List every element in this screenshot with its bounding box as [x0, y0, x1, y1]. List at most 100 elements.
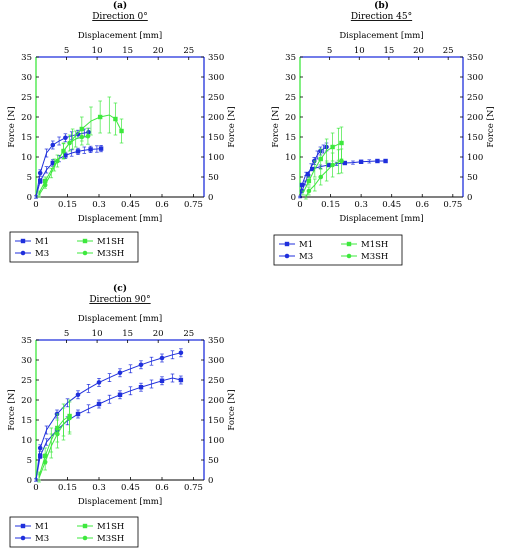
legend-marker — [20, 523, 26, 529]
y-tick-label: 10 — [21, 436, 32, 446]
data-point — [85, 133, 91, 139]
data-point — [306, 178, 312, 184]
data-point — [75, 149, 81, 154]
legend-label: M3 — [35, 249, 49, 259]
data-point — [97, 114, 103, 120]
data-point — [299, 182, 305, 188]
series-line — [35, 131, 89, 198]
top-axis-label: Displacement [mm] — [78, 314, 162, 324]
y-tick-label: 15 — [285, 133, 296, 143]
y2-tick-label: 300 — [467, 73, 483, 83]
data-point — [50, 142, 56, 148]
y2-tick-label: 100 — [208, 153, 224, 163]
series-M3 — [34, 348, 184, 482]
x-tick-label: 0 — [33, 200, 38, 210]
x-tick-label: 0.75 — [184, 483, 203, 493]
data-point — [42, 178, 48, 184]
y-tick-label: 20 — [21, 113, 32, 123]
x-tick-label: 0 — [297, 200, 302, 210]
x2-tick-label: 20 — [153, 46, 164, 56]
series-M1SH — [301, 126, 344, 196]
legend-marker — [82, 250, 88, 256]
legend: M1 M1SH M3 M3SH — [9, 516, 139, 548]
legend-label: M1 — [35, 237, 49, 247]
y-tick-label: 30 — [21, 356, 32, 366]
x-tick-label: 0.6 — [415, 200, 429, 210]
y-tick-label: 30 — [285, 73, 296, 83]
legend-marker — [82, 238, 88, 244]
data-point — [75, 131, 81, 137]
y-axis-label: Force [N] — [7, 106, 17, 147]
legend-marker — [346, 241, 352, 247]
data-point — [138, 362, 144, 368]
x2-tick-label: 20 — [413, 46, 424, 56]
data-point — [75, 411, 81, 417]
data-point — [326, 162, 331, 168]
y2-tick-label: 0 — [208, 476, 213, 486]
x-tick-label: 0.15 — [58, 483, 77, 493]
x-axis-label: Displacement [mm] — [78, 214, 162, 224]
data-point — [96, 380, 102, 385]
y2-tick-label: 100 — [208, 436, 224, 446]
y2-tick-label: 50 — [208, 456, 219, 466]
y-tick-label: 15 — [21, 133, 32, 143]
y2-tick-label: 50 — [467, 173, 478, 183]
legend-label: M3SH — [97, 249, 124, 259]
x-tick-label: 0.75 — [184, 200, 203, 210]
y2-tick-label: 350 — [208, 53, 224, 63]
series-line — [35, 352, 182, 481]
data-point — [375, 158, 380, 164]
x2-tick-label: 5 — [327, 46, 332, 56]
x2-tick-label: 10 — [354, 46, 365, 56]
legend-label: M3 — [35, 534, 49, 544]
x-tick-label: 0 — [33, 483, 38, 493]
y-axis-label: Force [N] — [271, 106, 281, 147]
legend-label: M1 — [35, 522, 49, 532]
panel-letter: (a) — [113, 0, 127, 11]
y-tick-label: 10 — [21, 153, 32, 163]
legend-marker — [284, 241, 290, 247]
data-point — [67, 140, 72, 146]
data-point — [38, 453, 43, 459]
series-line — [38, 417, 70, 479]
y2-tick-label: 300 — [208, 356, 224, 366]
x-tick-label: 0.3 — [92, 200, 106, 210]
x2-tick-label: 10 — [92, 46, 103, 56]
y-tick-label: 25 — [285, 93, 296, 103]
y-axis-label: Force [N] — [7, 389, 17, 430]
data-point — [37, 170, 43, 176]
data-point — [98, 146, 104, 151]
series-line — [299, 160, 386, 198]
legend-label: M3SH — [361, 252, 388, 262]
series-M3SH — [304, 148, 344, 200]
y2-tick-label: 0 — [467, 193, 472, 203]
y-tick-label: 25 — [21, 376, 32, 386]
data-point — [63, 135, 68, 141]
legend-label: M3SH — [97, 534, 124, 544]
x2-tick-label: 25 — [183, 46, 194, 56]
y2-tick-label: 150 — [208, 416, 224, 426]
data-point — [55, 158, 60, 164]
data-point — [342, 160, 348, 166]
data-point — [119, 128, 124, 134]
x2-tick-label: 15 — [383, 46, 394, 56]
data-point — [75, 392, 81, 398]
x2-tick-label: 5 — [64, 46, 69, 56]
y2-tick-label: 200 — [208, 396, 224, 406]
data-point — [318, 174, 324, 180]
y2-tick-label: 200 — [208, 113, 224, 123]
y-tick-label: 20 — [285, 113, 296, 123]
x-tick-label: 0.15 — [321, 200, 340, 210]
legend-box — [9, 516, 139, 548]
x-tick-label: 0.6 — [155, 200, 169, 210]
chart-panel-a: (a)Direction 0° Displacement [mm] 0 0.15 0.3… — [7, 0, 237, 263]
chart-panel-c: (c)Direction 90° Displacement [mm] 0 0.15 0.… — [7, 283, 237, 548]
x2-tick-label: 15 — [122, 46, 133, 56]
y-tick-label: 0 — [291, 193, 296, 203]
series-M1 — [34, 145, 104, 199]
data-point — [330, 162, 335, 168]
legend-marker — [20, 238, 26, 244]
y2-axis-label: Force [N] — [486, 106, 496, 147]
legend-box — [273, 234, 403, 266]
data-point — [383, 158, 388, 164]
